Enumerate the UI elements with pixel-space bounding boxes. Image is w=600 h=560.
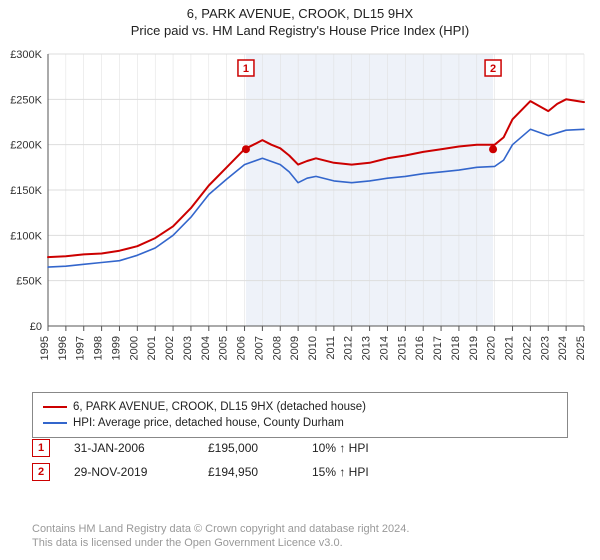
svg-text:1997: 1997 (75, 336, 87, 360)
svg-text:2025: 2025 (575, 336, 587, 360)
svg-text:2: 2 (490, 63, 496, 75)
svg-text:2021: 2021 (504, 336, 516, 360)
marker-date: 29-NOV-2019 (74, 465, 184, 479)
legend-item: HPI: Average price, detached house, Coun… (43, 415, 557, 431)
svg-text:2002: 2002 (164, 336, 176, 360)
svg-text:1996: 1996 (57, 336, 69, 360)
svg-text:2006: 2006 (236, 336, 248, 360)
svg-text:2022: 2022 (521, 336, 533, 360)
svg-text:2013: 2013 (361, 336, 373, 360)
svg-text:2014: 2014 (378, 336, 390, 360)
svg-text:2004: 2004 (200, 336, 212, 360)
svg-text:2009: 2009 (289, 336, 301, 360)
svg-text:2019: 2019 (468, 336, 480, 360)
svg-text:1995: 1995 (39, 336, 51, 360)
marker-hpi: 10% ↑ HPI (312, 441, 369, 455)
page-title: 6, PARK AVENUE, CROOK, DL15 9HX (0, 6, 600, 21)
svg-text:2005: 2005 (218, 336, 230, 360)
page-subtitle: Price paid vs. HM Land Registry's House … (0, 23, 600, 38)
svg-text:£300K: £300K (10, 49, 42, 61)
svg-text:2008: 2008 (271, 336, 283, 360)
marker-price: £195,000 (208, 441, 288, 455)
svg-text:1999: 1999 (110, 336, 122, 360)
svg-text:2024: 2024 (557, 336, 569, 360)
marker-badge: 1 (32, 439, 50, 457)
svg-text:2015: 2015 (396, 336, 408, 360)
table-row: 1 31-JAN-2006 £195,000 10% ↑ HPI (32, 436, 568, 460)
legend-label: HPI: Average price, detached house, Coun… (73, 415, 344, 431)
legend-swatch (43, 422, 67, 424)
svg-text:2007: 2007 (253, 336, 265, 360)
svg-text:2016: 2016 (414, 336, 426, 360)
svg-text:£200K: £200K (10, 140, 42, 152)
svg-text:£150K: £150K (10, 185, 42, 197)
svg-text:2001: 2001 (146, 336, 158, 360)
marker-date: 31-JAN-2006 (74, 441, 184, 455)
svg-text:2010: 2010 (307, 336, 319, 360)
svg-text:2023: 2023 (539, 336, 551, 360)
svg-text:£250K: £250K (10, 94, 42, 106)
marker-hpi: 15% ↑ HPI (312, 465, 369, 479)
svg-text:£50K: £50K (16, 276, 42, 288)
svg-text:1: 1 (243, 63, 249, 75)
svg-text:£0: £0 (30, 321, 42, 333)
marker-badge: 2 (32, 463, 50, 481)
svg-text:1998: 1998 (93, 336, 105, 360)
price-chart: £0 £50K £100K £150K £200K £250K £300K 1995 1996 1… (0, 44, 600, 384)
svg-text:2017: 2017 (432, 336, 444, 360)
table-row: 2 29-NOV-2019 £194,950 15% ↑ HPI (32, 460, 568, 484)
legend-swatch (43, 406, 67, 408)
legend: 6, PARK AVENUE, CROOK, DL15 9HX (detache… (32, 392, 568, 438)
footer-line: This data is licensed under the Open Gov… (32, 536, 568, 550)
marker-price: £194,950 (208, 465, 288, 479)
svg-text:2018: 2018 (450, 336, 462, 360)
marker-table: 1 31-JAN-2006 £195,000 10% ↑ HPI 2 29-NO… (32, 436, 568, 484)
svg-text:2000: 2000 (128, 336, 140, 360)
footer-line: Contains HM Land Registry data © Crown c… (32, 522, 568, 536)
legend-item: 6, PARK AVENUE, CROOK, DL15 9HX (detache… (43, 399, 557, 415)
legend-label: 6, PARK AVENUE, CROOK, DL15 9HX (detache… (73, 399, 366, 415)
svg-text:£100K: £100K (10, 230, 42, 242)
svg-text:2012: 2012 (343, 336, 355, 360)
svg-text:2011: 2011 (325, 336, 337, 360)
svg-text:2003: 2003 (182, 336, 194, 360)
svg-text:2020: 2020 (486, 336, 498, 360)
footer: Contains HM Land Registry data © Crown c… (32, 522, 568, 550)
